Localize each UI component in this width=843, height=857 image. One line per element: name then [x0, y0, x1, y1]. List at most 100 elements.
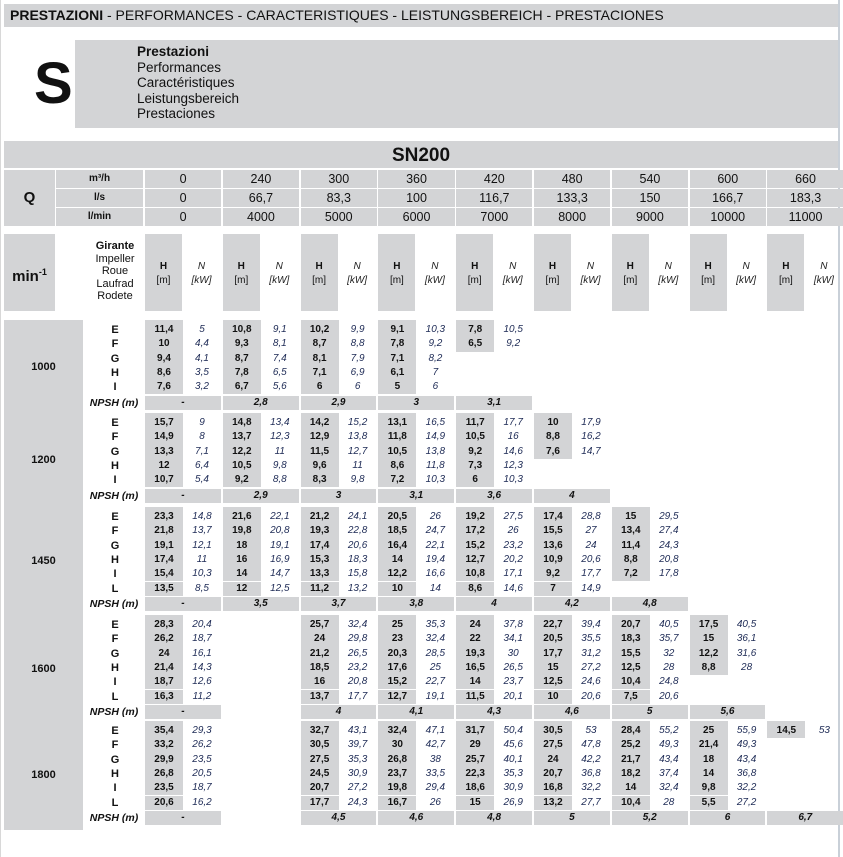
power-value: 32,4 [347, 619, 368, 630]
impeller-code: I [113, 676, 117, 689]
flow-value: 183,3 [767, 189, 843, 207]
h-cell-bg [456, 752, 495, 767]
head-value: 17,2 [465, 525, 485, 537]
head-value: 8,6 [157, 366, 171, 378]
power-value: 22,7 [425, 676, 446, 688]
h-cell-bg [145, 552, 183, 568]
power-value: 9,9 [350, 324, 365, 335]
head-value: 21,4 [698, 739, 719, 751]
power-value: 29,4 [425, 782, 446, 794]
power-value: 42,7 [425, 739, 446, 751]
flow-value: 360 [378, 170, 455, 188]
h-cell-bg [378, 507, 417, 525]
h-cell-bg [378, 351, 417, 366]
h-cell-bg [378, 524, 417, 539]
power-value: 26 [429, 796, 441, 808]
h-unit: [m] [389, 275, 404, 286]
power-value: 8,5 [195, 582, 209, 594]
head-value: 21,8 [154, 525, 174, 537]
power-value: 24,3 [347, 796, 368, 808]
h-cell-bg [456, 721, 495, 739]
power-value: 45,6 [503, 739, 523, 751]
head-value: 7,1 [390, 352, 405, 364]
left-border [0, 0, 1, 857]
power-value: 23,2 [347, 661, 368, 673]
h-cell-bg [300, 552, 339, 568]
head-value: 7,5 [623, 690, 638, 702]
h-cell-bg [534, 581, 572, 596]
head-value: 8,7 [234, 352, 249, 364]
head-value: 13,5 [154, 582, 174, 594]
h-cell-bg [145, 507, 183, 525]
h-cell-bg [145, 380, 183, 395]
h-cell-bg [456, 320, 495, 338]
h-column-header [145, 234, 182, 311]
h-label: H [315, 261, 323, 272]
flow-value: 166,7 [689, 189, 766, 207]
h-cell-bg [456, 337, 495, 352]
h-cell-bg [378, 766, 417, 782]
h-cell-bg [534, 413, 572, 431]
power-value: 17,8 [659, 568, 679, 580]
power-value: 24,1 [347, 511, 368, 522]
head-value: 9,2 [546, 568, 560, 580]
head-value: 24,5 [309, 767, 330, 779]
power-value: 9,2 [428, 338, 443, 350]
h-cell-bg [611, 632, 650, 647]
power-value: 39,4 [581, 619, 601, 630]
power-value: 22,8 [347, 525, 368, 537]
power-value: 6 [354, 381, 361, 393]
power-value: 5,6 [272, 381, 287, 393]
h-cell-bg [222, 320, 261, 338]
head-value: 28,3 [154, 619, 174, 630]
h-cell-bg [534, 552, 572, 568]
power-value: 27,7 [581, 796, 601, 808]
h-column-header [767, 234, 805, 311]
power-value: 55,2 [659, 725, 679, 736]
h-cell-bg [456, 538, 495, 553]
h-cell-bg [300, 781, 339, 796]
n-label: N [509, 261, 517, 272]
h-cell-bg [378, 781, 417, 796]
power-value: 34,1 [503, 633, 523, 645]
power-value: 23,7 [503, 676, 523, 688]
head-value: 14,2 [309, 417, 330, 428]
power-value: 16,6 [425, 568, 446, 580]
h-cell-bg [378, 538, 417, 553]
power-value: 14,6 [503, 445, 523, 457]
npsh-value: 4,2 [534, 596, 610, 611]
h-unit: [m] [312, 275, 327, 286]
head-value: 8,3 [312, 474, 327, 486]
impeller-code: G [110, 647, 120, 660]
head-value: 8,8 [701, 661, 716, 673]
head-value: 22,3 [465, 767, 485, 779]
flow-value: 5000 [300, 208, 377, 226]
section-labels: Prestazioni Performances Caractéristique… [75, 40, 838, 128]
h-cell-bg [611, 689, 650, 704]
head-value: 16,4 [387, 539, 408, 551]
n-unit: [kW] [502, 275, 523, 286]
power-value: 4,1 [195, 352, 209, 364]
flow-value: 240 [222, 170, 300, 188]
power-value: 36,1 [736, 633, 757, 645]
label-es: Prestaciones [137, 106, 216, 122]
power-value: 12,6 [192, 676, 212, 688]
npsh-value: 2,9 [222, 488, 299, 503]
h-label: H [548, 261, 557, 272]
power-value: 47,1 [425, 725, 446, 736]
head-value: 12 [158, 459, 170, 471]
power-value: 16,2 [192, 796, 212, 808]
head-value: 18 [236, 539, 248, 551]
npsh-value: 4,1 [378, 704, 455, 719]
h-cell-bg [534, 795, 572, 810]
flow-value: 150 [611, 189, 689, 207]
h-cell-bg [534, 615, 572, 633]
head-value: 19,1 [154, 539, 174, 551]
power-value: 20,8 [347, 676, 368, 688]
head-value: 6,5 [468, 338, 483, 350]
head-value: 10 [547, 690, 559, 702]
head-value: 11,7 [465, 417, 485, 428]
power-value: 32 [663, 647, 675, 659]
power-value: 49,3 [736, 739, 757, 751]
h-cell-bg [145, 646, 183, 661]
